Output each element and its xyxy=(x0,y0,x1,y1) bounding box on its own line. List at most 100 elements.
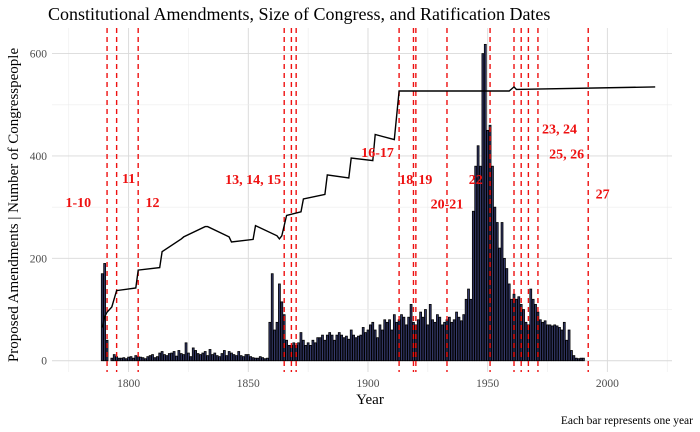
bar xyxy=(498,247,502,362)
bar xyxy=(321,334,324,362)
y-axis-title: Proposed Amendments | Number of Congress… xyxy=(6,48,22,363)
amendment-label: 27 xyxy=(596,187,610,202)
bar xyxy=(196,353,200,362)
bar xyxy=(273,329,276,362)
bar xyxy=(184,342,188,362)
bar xyxy=(155,356,159,362)
x-tick-label: 1800 xyxy=(117,378,140,390)
bar xyxy=(517,296,521,362)
bar xyxy=(134,355,138,362)
bar xyxy=(141,357,145,362)
bar xyxy=(306,342,310,362)
bar xyxy=(239,355,243,362)
bar xyxy=(421,316,425,362)
bar xyxy=(328,332,332,362)
bar xyxy=(500,222,504,362)
bar xyxy=(208,349,212,362)
bar xyxy=(392,314,396,362)
bar xyxy=(357,335,360,362)
bar xyxy=(373,329,377,362)
bar xyxy=(376,337,379,362)
bar xyxy=(354,337,358,362)
y-tick-label: 600 xyxy=(30,49,48,61)
bar xyxy=(268,321,272,362)
bar xyxy=(388,319,391,362)
bar xyxy=(144,358,147,362)
bar xyxy=(215,355,219,362)
bar xyxy=(555,325,559,362)
bar xyxy=(505,268,509,362)
bar xyxy=(531,298,535,362)
bar xyxy=(206,355,209,362)
bar xyxy=(474,165,478,362)
bar xyxy=(428,304,432,362)
bar xyxy=(452,319,456,362)
bar xyxy=(416,319,420,362)
bar xyxy=(165,355,169,362)
bar xyxy=(261,357,265,362)
amendment-labels: 1-10 11 12 13, 14, 15 16-17 18 19 20-21 22 23, 24… xyxy=(65,122,609,212)
x-tick-label: 1900 xyxy=(356,378,379,390)
bar xyxy=(400,314,403,362)
bar xyxy=(242,356,245,362)
bar xyxy=(436,314,439,362)
bar xyxy=(311,339,315,362)
bar xyxy=(462,314,466,362)
bar xyxy=(481,53,485,362)
bar xyxy=(495,222,499,362)
bar xyxy=(558,327,561,362)
y-tick-label: 400 xyxy=(30,151,48,163)
congress-size-line xyxy=(101,85,656,328)
bar xyxy=(191,347,195,362)
bar xyxy=(577,358,580,362)
bar xyxy=(455,311,458,362)
bar xyxy=(438,316,442,362)
bar xyxy=(402,316,406,362)
bar xyxy=(246,354,250,362)
bar xyxy=(486,129,490,362)
bar xyxy=(313,342,317,362)
bar xyxy=(318,337,322,362)
bar xyxy=(297,342,300,362)
amendment-label: 19 xyxy=(418,173,432,188)
bar xyxy=(459,320,463,362)
bar xyxy=(213,352,217,362)
bar xyxy=(172,351,176,362)
bar xyxy=(529,288,533,362)
bar xyxy=(225,355,229,362)
bar xyxy=(230,352,233,362)
bar xyxy=(148,355,152,362)
bar-series xyxy=(100,43,585,362)
amendment-label: 20-21 xyxy=(431,198,464,213)
bar xyxy=(177,350,181,362)
x-axis-ticks: 1800 1850 1900 1950 2000 xyxy=(117,378,619,390)
bar xyxy=(469,298,473,362)
bar xyxy=(120,357,123,362)
bar xyxy=(407,316,411,362)
bar xyxy=(199,354,202,362)
x-axis-title: Year xyxy=(356,392,384,408)
bar xyxy=(457,316,461,362)
bar xyxy=(153,357,157,362)
bar xyxy=(249,356,253,362)
bar xyxy=(218,356,221,362)
bar xyxy=(105,339,109,362)
chart-caption: Each bar represents one year xyxy=(561,415,693,427)
y-tick-label: 0 xyxy=(41,356,47,368)
bar xyxy=(538,319,542,362)
bar xyxy=(419,311,423,362)
bar xyxy=(278,283,281,362)
bar xyxy=(100,273,104,362)
bar xyxy=(220,353,224,362)
ratification-lines xyxy=(106,28,589,372)
bar xyxy=(292,342,296,362)
bar xyxy=(522,309,525,362)
bar xyxy=(467,288,470,362)
bar xyxy=(304,344,308,362)
bar xyxy=(115,356,118,362)
bar xyxy=(333,339,336,362)
bar xyxy=(347,338,351,362)
bar xyxy=(361,327,365,362)
bar xyxy=(309,344,312,362)
bar xyxy=(570,350,573,362)
